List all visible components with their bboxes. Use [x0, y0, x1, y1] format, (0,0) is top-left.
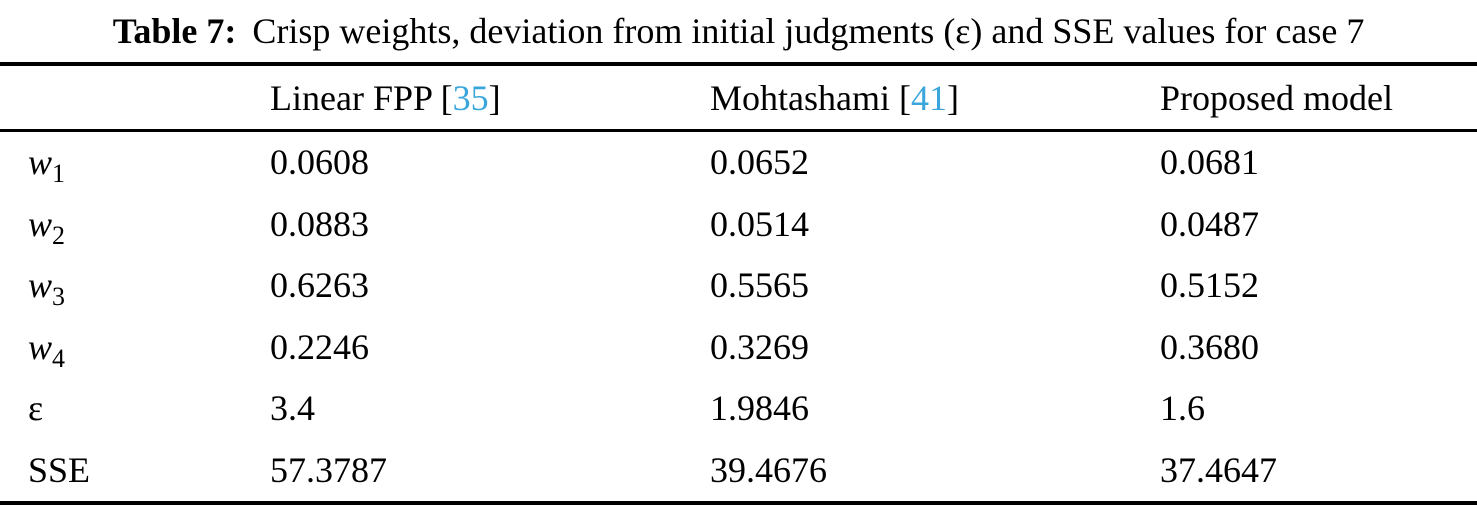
table-mid-rule [0, 129, 1477, 132]
row-label-symbol: w [28, 326, 53, 367]
table-cell: 0.3269 [710, 326, 809, 367]
column-header-mohtashami: Mohtashami [41] [710, 77, 1160, 119]
table-row-w4: w4 0.2246 0.3269 0.3680 [0, 316, 1477, 378]
table-cell: 1.9846 [710, 388, 809, 429]
table-bottom-rule [0, 500, 1477, 505]
table-cell: 0.0883 [270, 203, 369, 244]
row-label-symbol: w [28, 142, 53, 183]
column-header-proposed-model: Proposed model [1160, 77, 1477, 119]
table-cell: 57.3787 [270, 449, 387, 490]
row-label: ε [28, 387, 270, 429]
table-cell: 0.0487 [1160, 203, 1259, 244]
row-label-symbol: w [28, 203, 53, 244]
row-label-subscript: 3 [52, 282, 65, 312]
table-row-epsilon: ε 3.4 1.9846 1.6 [0, 378, 1477, 440]
row-label-subscript: 1 [52, 159, 65, 189]
row-label-symbol: w [28, 265, 53, 306]
column-header-label: Linear FPP [270, 77, 432, 118]
table-row-w2: w2 0.0883 0.0514 0.0487 [0, 193, 1477, 255]
row-label: w2 [28, 203, 270, 249]
row-label-subscript: 4 [52, 343, 65, 373]
citation-bracket-open: [ [898, 77, 911, 118]
table-cell: 3.4 [270, 388, 315, 429]
table-row-sse: SSE 57.3787 39.4676 37.4647 [0, 439, 1477, 501]
table-cell: 1.6 [1160, 388, 1205, 429]
table-cell: 0.0514 [710, 203, 809, 244]
row-label-subscript: 2 [52, 220, 65, 250]
citation-bracket-close: ] [946, 77, 959, 118]
table-body: w1 0.0608 0.0652 0.0681 w2 0.0883 0.0514… [0, 132, 1477, 501]
table-cell: 0.0608 [270, 142, 369, 183]
citation-link[interactable]: 41 [910, 77, 947, 118]
row-label-symbol: SSE [28, 449, 91, 490]
table-cell: 39.4676 [710, 449, 827, 490]
table-row-w3: w3 0.6263 0.5565 0.5152 [0, 255, 1477, 317]
column-header-label: Proposed model [1160, 77, 1393, 118]
column-header-label: Mohtashami [710, 77, 890, 118]
row-label: SSE [28, 449, 270, 491]
column-header-linear-fpp: Linear FPP [35] [270, 77, 710, 119]
row-label: w3 [28, 264, 270, 310]
row-label: w4 [28, 326, 270, 372]
table-caption: Table 7: Crisp weights, deviation from i… [0, 0, 1477, 62]
table-cell: 0.0652 [710, 142, 809, 183]
table-cell: 0.0681 [1160, 142, 1259, 183]
table-cell: 0.6263 [270, 265, 369, 306]
citation-bracket-open: [ [440, 77, 453, 118]
table-cell: 0.5152 [1160, 265, 1259, 306]
row-label: w1 [28, 141, 270, 187]
table-top-rule [0, 62, 1477, 66]
table-cell: 0.2246 [270, 326, 369, 367]
citation-link[interactable]: 35 [452, 77, 489, 118]
table-header-row: Linear FPP [35] Mohtashami [41] Proposed… [0, 66, 1477, 129]
row-label-symbol: ε [28, 388, 44, 429]
table-cell: 37.4647 [1160, 449, 1277, 490]
table-caption-number: Table 7: [112, 11, 237, 51]
table-caption-text: Crisp weights, deviation from initial ju… [252, 11, 1365, 51]
citation-bracket-close: ] [488, 77, 501, 118]
table-row-w1: w1 0.0608 0.0652 0.0681 [0, 132, 1477, 194]
table-cell: 0.3680 [1160, 326, 1259, 367]
table-cell: 0.5565 [710, 265, 809, 306]
